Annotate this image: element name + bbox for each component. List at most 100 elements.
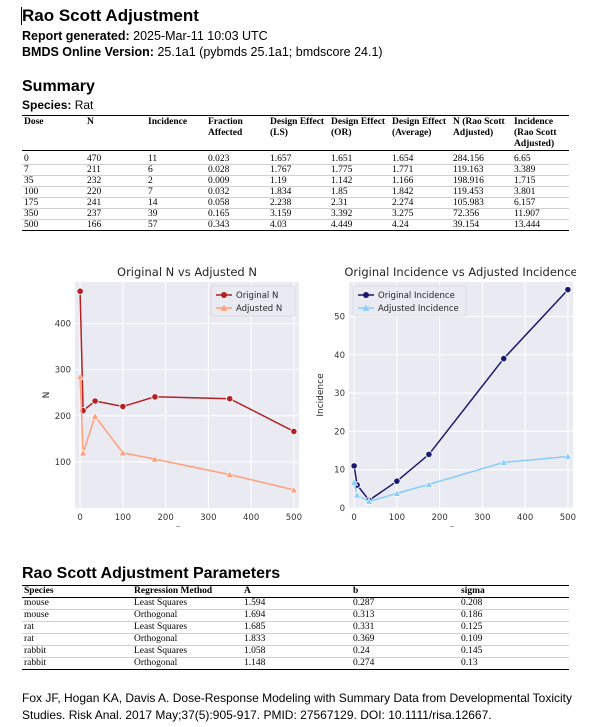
summary-cell: 3.392 <box>329 208 390 220</box>
summary-row: 35 232 2 0.009 1.19 1.142 1.166 198.916 1.715 <box>22 175 569 187</box>
params-cell: Orthogonal <box>132 609 242 622</box>
params-cell: 1.685 <box>242 621 351 634</box>
summary-cell: 6.157 <box>512 197 569 209</box>
summary-cell: 237 <box>85 208 146 220</box>
summary-cell: 2.274 <box>390 197 451 209</box>
y-tick-label: 300 <box>55 366 71 376</box>
data-point <box>425 450 433 458</box>
x-tick-label: 300 <box>200 513 216 523</box>
params-cell: 0.13 <box>459 657 569 670</box>
params-cell: Orthogonal <box>132 633 242 646</box>
data-point <box>76 372 85 381</box>
params-cell: 0.369 <box>351 633 459 646</box>
data-point <box>564 286 572 294</box>
params-cell: 1.833 <box>242 633 351 646</box>
summary-cell: 500 <box>22 219 85 231</box>
params-cell: 0.24 <box>351 645 459 658</box>
summary-cell: 3.275 <box>390 208 451 220</box>
params-cell: 0.313 <box>351 609 459 622</box>
summary-header-cell: Dose <box>22 115 85 151</box>
legend-label: Adjusted N <box>236 304 282 314</box>
chart-original-vs-adjusted-n: Original N vs Adjusted N 0 100 200 300 400 500… <box>42 265 302 527</box>
x-tick-label: 200 <box>432 513 448 523</box>
summary-cell: 3.389 <box>512 164 569 176</box>
summary-header-cell: Design Effect (OR) <box>329 115 390 151</box>
summary-cell: 6.65 <box>512 150 569 165</box>
generated-label: Report generated: <box>22 29 130 43</box>
summary-cell: 72.356 <box>451 208 512 220</box>
x-tick-label: 500 <box>286 513 302 523</box>
summary-cell: 1.767 <box>268 164 329 176</box>
summary-cell: 0.009 <box>206 175 268 187</box>
summary-cell: 2.238 <box>268 197 329 209</box>
x-axis-label: Dose <box>176 526 199 527</box>
params-cell: rat <box>22 633 132 646</box>
params-cell: 0.274 <box>351 657 459 670</box>
summary-cell: 35 <box>22 175 85 187</box>
params-row: rat Least Squares 1.685 0.331 0.125 <box>22 621 569 634</box>
params-cell: 0.331 <box>351 621 459 634</box>
summary-header-cell: Design Effect (Average) <box>390 115 451 151</box>
x-tick-label: 300 <box>474 513 490 523</box>
summary-cell: 4.449 <box>329 219 390 231</box>
summary-cell: 284.156 <box>451 150 512 165</box>
version-line: BMDS Online Version: 25.1a1 (pybmds 25.1… <box>22 45 383 59</box>
x-tick-label: 400 <box>517 513 533 523</box>
params-header-cell: Regression Method <box>132 585 242 598</box>
summary-cell: 7 <box>22 164 85 176</box>
summary-cell: 0.058 <box>206 197 268 209</box>
params-header-cell: Species <box>22 585 132 598</box>
summary-cell: 100 <box>22 186 85 198</box>
y-tick-label: 10 <box>334 466 345 476</box>
params-cell: Least Squares <box>132 645 242 658</box>
y-tick-label: 200 <box>55 412 71 422</box>
params-cell: rabbit <box>22 657 132 670</box>
summary-cell: 211 <box>85 164 146 176</box>
params-cell: rabbit <box>22 645 132 658</box>
params-cell: 0.287 <box>351 597 459 610</box>
params-cell: 0.145 <box>459 645 569 658</box>
params-cell: mouse <box>22 597 132 610</box>
summary-cell: 4.24 <box>390 219 451 231</box>
summary-cell: 119.163 <box>451 164 512 176</box>
x-tick-label: 0 <box>77 513 82 523</box>
summary-row: 500 166 57 0.343 4.03 4.449 4.24 39.154 13.444 <box>22 219 569 231</box>
summary-cell: 11.907 <box>512 208 569 220</box>
summary-row: 100 220 7 0.032 1.834 1.85 1.842 119.453 3.801 <box>22 186 569 198</box>
params-header-cell: b <box>351 585 459 598</box>
params-row: rabbit Orthogonal 1.148 0.274 0.13 <box>22 657 569 670</box>
summary-header-cell: Incidence (Rao Scott Adjusted) <box>512 115 569 151</box>
species-line: Species: Rat <box>22 98 93 112</box>
data-point <box>118 448 127 457</box>
summary-cell: 0 <box>22 150 85 165</box>
legend-label: Adjusted Incidence <box>378 304 459 314</box>
params-row: mouse Least Squares 1.594 0.287 0.208 <box>22 597 569 610</box>
version-label: BMDS Online Version: <box>22 45 154 59</box>
x-tick-label: 0 <box>351 513 356 523</box>
params-header-cell: A <box>242 585 351 598</box>
citation: Fox JF, Hogan KA, Davis A. Dose-Response… <box>22 691 573 722</box>
data-point <box>393 477 401 485</box>
y-tick-label: 50 <box>334 312 345 322</box>
params-cell: 1.694 <box>242 609 351 622</box>
data-point <box>150 454 160 463</box>
summary-cell: 198.916 <box>451 175 512 187</box>
summary-cell: 1.715 <box>512 175 569 187</box>
summary-cell: 13.444 <box>512 219 569 231</box>
report-generated-line: Report generated: 2025-Mar-11 10:03 UTC <box>22 29 268 43</box>
summary-header-cell: Incidence <box>146 115 206 151</box>
data-point <box>289 485 298 494</box>
summary-cell: 1.834 <box>268 186 329 198</box>
summary-cell: 1.654 <box>390 150 451 165</box>
params-row: rat Orthogonal 1.833 0.369 0.109 <box>22 633 569 646</box>
params-cell: 0.109 <box>459 633 569 646</box>
summary-cell: 350 <box>22 208 85 220</box>
x-tick-label: 100 <box>115 513 131 523</box>
summary-header-cell: Design Effect (LS) <box>268 115 329 151</box>
plot-area <box>75 282 299 508</box>
summary-row: 0 470 11 0.023 1.657 1.651 1.654 284.156 6.65 <box>22 150 569 165</box>
summary-cell: 7 <box>146 186 206 198</box>
summary-row: 7 211 6 0.028 1.767 1.775 1.771 119.163 3.389 <box>22 164 569 176</box>
params-row: rabbit Least Squares 1.058 0.24 0.145 <box>22 645 569 658</box>
summary-row: 350 237 39 0.165 3.159 3.392 3.275 72.356 11.907 <box>22 208 569 220</box>
